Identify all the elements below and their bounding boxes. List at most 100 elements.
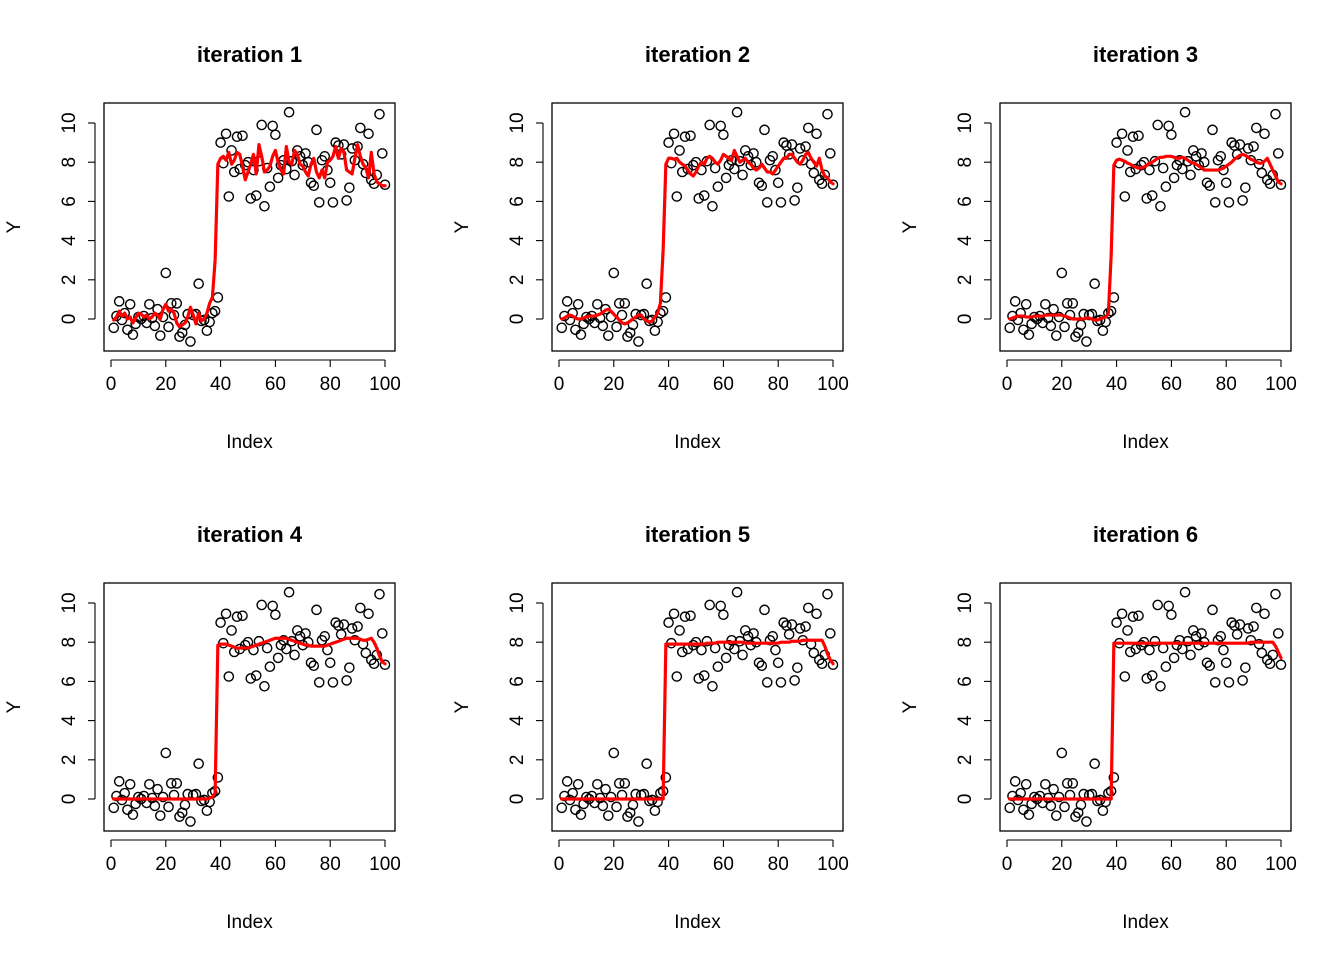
- x-tick-label: 80: [320, 854, 341, 875]
- data-point: [267, 120, 278, 132]
- x-tick-label: 80: [1216, 854, 1237, 875]
- data-point: [750, 156, 762, 168]
- data-point: [228, 166, 240, 178]
- data-point: [748, 148, 759, 159]
- data-point: [756, 180, 768, 192]
- data-point: [668, 608, 680, 620]
- data-point: [718, 609, 729, 621]
- data-point: [1256, 167, 1268, 179]
- data-point: [155, 330, 166, 341]
- data-point: [1116, 128, 1128, 140]
- data-point: [1135, 639, 1147, 651]
- data-point: [592, 779, 603, 790]
- data-point: [363, 608, 374, 620]
- data-point: [179, 799, 191, 811]
- data-point: [824, 148, 836, 159]
- data-point: [1141, 193, 1153, 204]
- data-point: [171, 298, 183, 309]
- data-point: [698, 190, 710, 201]
- data-point: [1231, 629, 1243, 640]
- data-point: [108, 802, 120, 814]
- data-point: [649, 805, 661, 817]
- x-tick-label: 20: [155, 374, 176, 395]
- data-point: [283, 106, 295, 118]
- data-point: [338, 139, 350, 150]
- y-axis-label: Y: [900, 700, 921, 713]
- y-tick-label: 8: [955, 637, 976, 648]
- data-point: [709, 642, 721, 654]
- data-point: [663, 617, 674, 628]
- data-point: [633, 336, 644, 347]
- data-point: [641, 758, 652, 770]
- data-point: [633, 816, 644, 827]
- data-point: [704, 119, 716, 131]
- data-point: [1259, 608, 1270, 620]
- data-point: [160, 267, 172, 279]
- data-point: [149, 320, 161, 332]
- data-point: [259, 681, 270, 692]
- x-tick-label: 60: [1161, 374, 1182, 395]
- x-tick-label: 80: [320, 374, 341, 395]
- y-tick-label: 10: [59, 592, 80, 613]
- data-point: [272, 652, 284, 664]
- plot-frame: [551, 102, 844, 352]
- data-point: [272, 172, 284, 184]
- data-point: [1237, 675, 1248, 686]
- data-point: [660, 772, 672, 783]
- x-tick-label: 60: [713, 374, 734, 395]
- data-point: [775, 197, 787, 208]
- data-point: [1061, 298, 1073, 309]
- x-tick-label: 80: [768, 374, 789, 395]
- data-point: [731, 586, 743, 598]
- data-point: [592, 298, 603, 310]
- data-point: [1196, 148, 1207, 159]
- data-point: [690, 636, 702, 648]
- x-axis: 0 20 40 60 80 100: [554, 359, 849, 395]
- fitted-line: [1008, 640, 1283, 801]
- data-point: [122, 804, 133, 816]
- data-point: [707, 681, 718, 692]
- x-tick-label: 100: [817, 374, 849, 395]
- data-point: [1075, 799, 1087, 811]
- data-point: [822, 588, 833, 600]
- data-point: [1127, 611, 1139, 623]
- y-axis: 0 2 4 6 8 10: [59, 592, 96, 804]
- data-point: [344, 662, 355, 673]
- data-point: [193, 758, 204, 770]
- data-point: [1089, 758, 1100, 770]
- data-point: [267, 600, 278, 612]
- data-point: [808, 647, 820, 659]
- data-point: [259, 200, 270, 212]
- data-point: [1220, 657, 1232, 669]
- data-point: [374, 108, 385, 120]
- data-point: [165, 778, 177, 789]
- data-point: [1157, 162, 1169, 174]
- y-axis: 0 2 4 6 8 10: [507, 592, 544, 804]
- data-point: [808, 167, 820, 179]
- data-point: [745, 159, 757, 171]
- data-point: [281, 643, 292, 655]
- y-tick-label: 8: [59, 637, 80, 648]
- data-point: [1204, 660, 1216, 672]
- data-point: [570, 324, 581, 336]
- y-axis-label: Y: [900, 220, 921, 233]
- data-point: [767, 151, 779, 162]
- panel-title: iteration 6: [1093, 522, 1198, 547]
- data-point: [1248, 621, 1259, 632]
- data-point: [1048, 783, 1059, 795]
- data-point: [223, 671, 235, 682]
- x-axis-label: Index: [674, 432, 721, 453]
- data-point: [1023, 809, 1035, 820]
- y-tick-label: 10: [507, 592, 528, 613]
- data-point: [619, 778, 631, 789]
- data-point: [603, 330, 614, 341]
- data-point: [794, 143, 806, 154]
- data-point: [1122, 625, 1133, 636]
- data-point: [1223, 677, 1235, 688]
- y-tick-label: 4: [507, 715, 528, 726]
- x-tick-label: 60: [713, 854, 734, 875]
- data-point: [256, 119, 268, 131]
- data-point: [363, 128, 374, 140]
- data-point: [283, 586, 295, 598]
- y-tick-label: 2: [507, 755, 528, 766]
